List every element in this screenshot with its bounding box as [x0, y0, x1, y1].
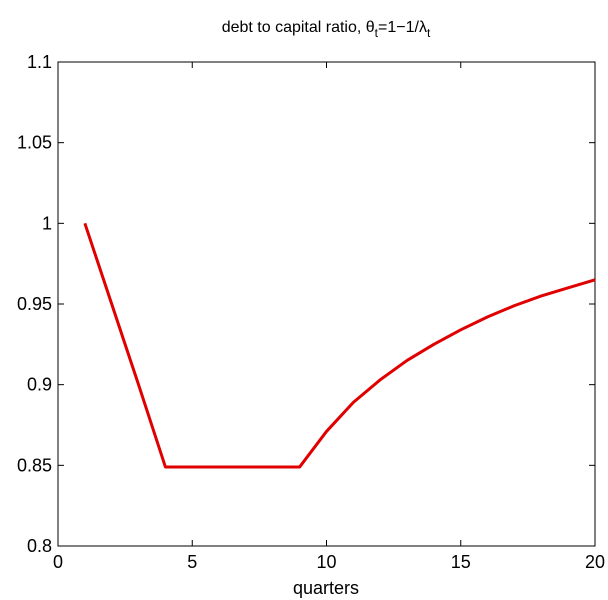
title-subscript: t	[375, 26, 379, 40]
x-tick-label: 0	[53, 552, 63, 572]
data-line	[83, 222, 596, 469]
x-axis-label: quarters	[293, 578, 359, 598]
y-tick-label: 1.05	[17, 133, 52, 153]
y-tick-label: 1	[42, 213, 52, 233]
x-tick-label: 15	[451, 552, 471, 572]
x-tick-label: 20	[585, 552, 605, 572]
chart-title: debt to capital ratio, θt=1−1/λt	[222, 19, 431, 40]
title-part: =1−1/λ	[378, 19, 427, 36]
y-tick-label: 0.8	[27, 536, 52, 556]
y-tick-label: 0.9	[27, 375, 52, 395]
x-tick-label: 5	[187, 552, 197, 572]
title-subscript: t	[427, 26, 431, 40]
x-tick-label: 10	[316, 552, 336, 572]
y-tick-label: 1.1	[27, 52, 52, 72]
plot-frame	[57, 61, 596, 547]
title-part: debt to capital ratio, θ	[222, 19, 375, 36]
y-tick-label: 0.85	[17, 455, 52, 475]
y-tick-label: 0.95	[17, 294, 52, 314]
